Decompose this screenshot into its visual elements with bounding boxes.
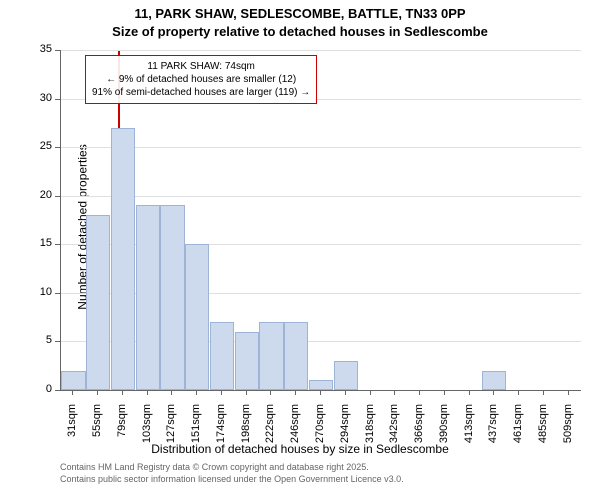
gridline: [61, 50, 581, 51]
x-tick: [419, 390, 420, 395]
x-tick-label: 318sqm: [364, 404, 376, 452]
y-tick: [55, 341, 60, 342]
histogram-bar: [259, 322, 283, 390]
histogram-bar: [160, 205, 184, 390]
histogram-bar: [61, 371, 85, 390]
histogram-bar: [235, 332, 259, 390]
y-tick-label: 0: [22, 383, 52, 395]
y-tick: [55, 196, 60, 197]
histogram-bar: [284, 322, 308, 390]
x-tick: [246, 390, 247, 395]
y-tick: [55, 147, 60, 148]
chart-title-line2: Size of property relative to detached ho…: [0, 24, 600, 39]
x-tick-label: 294sqm: [339, 404, 351, 452]
x-tick-label: 79sqm: [116, 404, 128, 452]
histogram-bar: [210, 322, 234, 390]
histogram-bar: [185, 244, 209, 390]
x-tick-label: 509sqm: [562, 404, 574, 452]
x-tick: [196, 390, 197, 395]
x-tick-label: 342sqm: [388, 404, 400, 452]
x-tick: [444, 390, 445, 395]
y-tick: [55, 293, 60, 294]
x-tick-label: 127sqm: [165, 404, 177, 452]
y-tick-label: 20: [22, 189, 52, 201]
histogram-bar: [111, 128, 135, 390]
x-tick: [171, 390, 172, 395]
footer-line1: Contains HM Land Registry data © Crown c…: [60, 462, 404, 474]
x-tick-label: 151sqm: [190, 404, 202, 452]
histogram-bar: [86, 215, 110, 390]
x-tick: [493, 390, 494, 395]
x-tick-label: 31sqm: [66, 404, 78, 452]
histogram-bar: [136, 205, 160, 390]
x-tick: [345, 390, 346, 395]
y-tick-label: 10: [22, 286, 52, 298]
x-tick: [295, 390, 296, 395]
x-tick-label: 198sqm: [240, 404, 252, 452]
y-tick-label: 30: [22, 92, 52, 104]
y-tick-label: 35: [22, 43, 52, 55]
x-tick: [320, 390, 321, 395]
x-tick: [122, 390, 123, 395]
y-tick: [55, 50, 60, 51]
footer-attribution: Contains HM Land Registry data © Crown c…: [60, 462, 404, 485]
x-tick: [518, 390, 519, 395]
x-tick: [394, 390, 395, 395]
y-tick-label: 5: [22, 334, 52, 346]
x-tick: [370, 390, 371, 395]
annotation-box: 11 PARK SHAW: 74sqm ← 9% of detached hou…: [85, 55, 317, 104]
x-tick-label: 270sqm: [314, 404, 326, 452]
x-tick: [147, 390, 148, 395]
x-tick-label: 174sqm: [215, 404, 227, 452]
x-tick-label: 246sqm: [289, 404, 301, 452]
x-tick-label: 55sqm: [91, 404, 103, 452]
x-tick-label: 366sqm: [413, 404, 425, 452]
x-tick: [72, 390, 73, 395]
y-tick-label: 15: [22, 237, 52, 249]
x-tick: [543, 390, 544, 395]
x-tick-label: 413sqm: [463, 404, 475, 452]
footer-line2: Contains public sector information licen…: [60, 474, 404, 486]
chart-title-line1: 11, PARK SHAW, SEDLESCOMBE, BATTLE, TN33…: [0, 6, 600, 21]
y-tick: [55, 390, 60, 391]
y-tick: [55, 244, 60, 245]
annotation-line1: 11 PARK SHAW: 74sqm: [92, 60, 310, 73]
histogram-bar: [334, 361, 358, 390]
annotation-line3: 91% of semi-detached houses are larger (…: [92, 86, 310, 99]
y-tick: [55, 99, 60, 100]
x-tick: [270, 390, 271, 395]
histogram-bar: [482, 371, 506, 390]
x-tick: [469, 390, 470, 395]
histogram-bar: [309, 380, 333, 390]
x-tick: [97, 390, 98, 395]
x-tick-label: 485sqm: [537, 404, 549, 452]
y-tick-label: 25: [22, 140, 52, 152]
annotation-line2: ← 9% of detached houses are smaller (12): [92, 73, 310, 86]
x-tick-label: 461sqm: [512, 404, 524, 452]
gridline: [61, 196, 581, 197]
x-tick: [221, 390, 222, 395]
x-tick: [568, 390, 569, 395]
x-tick-label: 222sqm: [264, 404, 276, 452]
gridline: [61, 147, 581, 148]
x-tick-label: 390sqm: [438, 404, 450, 452]
x-tick-label: 103sqm: [141, 404, 153, 452]
x-tick-label: 437sqm: [487, 404, 499, 452]
